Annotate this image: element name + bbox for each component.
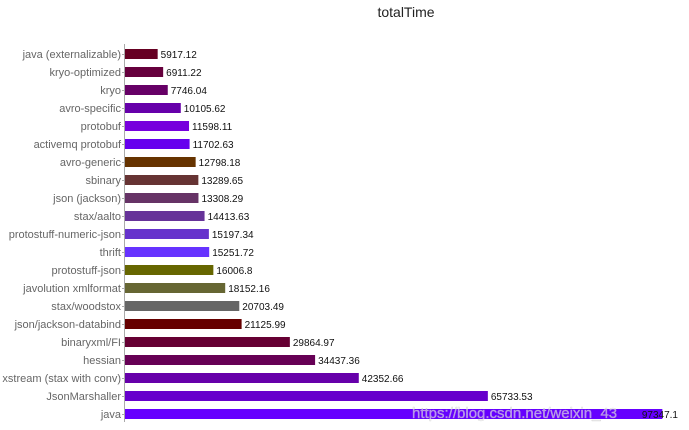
value-label: 21125.99 [245,320,286,331]
value-label: 7746.04 [171,86,208,97]
value-label: 15251.72 [212,248,254,259]
bar [125,139,190,149]
category-label: json/jackson-databind [14,319,121,331]
value-label: 18152.16 [228,284,270,295]
category-label: activemq protobuf [34,139,122,151]
bar [125,211,205,221]
category-label: xstream (stax with conv) [2,373,121,385]
bar [125,355,316,365]
watermark-text: https://blog.csdn.net/weixin_43 [412,405,617,422]
bar [125,229,209,239]
bar [125,265,214,275]
value-label: 11702.63 [193,140,234,151]
bar [125,409,663,419]
category-label: java (externalizable) [22,49,121,61]
value-label: 11598.11 [192,122,233,133]
bar [125,247,210,257]
category-label: hessian [83,355,121,367]
bar [125,193,199,203]
value-label: 10105.62 [184,104,226,115]
value-label: 12798.18 [199,158,241,169]
value-label: 97347.1 [642,410,679,421]
value-label: 20703.49 [242,302,284,313]
category-label: json (jackson) [52,193,121,205]
category-label: protobuf [81,121,122,133]
bar [125,319,242,329]
category-label: kryo [100,85,121,97]
category-label: javolution xmlformat [22,283,121,295]
bar [125,49,158,59]
value-label: 16006.8 [216,266,253,277]
value-label: 34437.36 [318,356,360,367]
value-label: 5917.12 [161,50,198,61]
bar [125,283,226,293]
category-label: protostuff-numeric-json [9,229,121,241]
bar [125,337,290,347]
value-label: 13308.29 [201,194,243,205]
category-label: avro-specific [59,103,121,115]
bar [125,373,359,383]
category-label: java [100,409,122,421]
chart-title: totalTime [377,4,434,20]
value-label: 6911.22 [166,68,202,79]
value-label: 65733.53 [491,392,533,403]
category-label: kryo-optimized [49,67,121,79]
category-label: stax/woodstox [51,301,121,313]
category-label: avro-generic [60,157,122,169]
category-label: sbinary [86,175,122,187]
bar [125,121,190,131]
bar [125,67,164,77]
bar [125,301,240,311]
value-label: 29864.97 [293,338,335,349]
category-label: thrift [100,247,121,259]
category-label: protostuff-json [51,265,121,277]
category-label: JsonMarshaller [46,391,121,403]
category-label: stax/aalto [74,211,121,223]
category-label: binaryxml/FI [61,337,121,349]
value-label: 42352.66 [362,374,404,385]
bar [125,175,199,185]
bar [125,85,168,95]
value-label: 14413.63 [208,212,250,223]
value-label: 13289.65 [201,176,243,187]
bar [125,391,488,401]
bar [125,103,181,113]
bar [125,157,196,167]
bars-group: java (externalizable) 5917.12 kryo-optimiz… [2,49,678,421]
value-label: 15197.34 [212,230,254,241]
